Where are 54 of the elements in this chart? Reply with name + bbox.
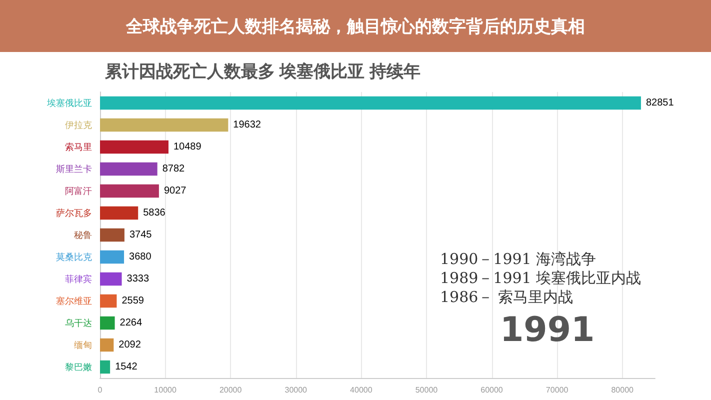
y-tick-label: 秘鲁: [74, 230, 92, 240]
y-tick-label: 埃塞俄比亚: [46, 98, 92, 108]
x-tick-label: 40000: [350, 386, 373, 394]
bar: [100, 140, 168, 154]
bar: [100, 184, 159, 198]
y-tick-label: 乌干达: [65, 318, 92, 328]
chart-title: 累计因战死亡人数最多 埃塞俄比亚 持续年: [104, 62, 420, 81]
y-tick-label: 阿富汗: [65, 186, 92, 196]
bar: [100, 272, 122, 286]
annotation: 1989－1991 埃塞俄比亚内战: [440, 269, 642, 288]
y-tick-label: 索马里: [65, 142, 92, 152]
annotation: 1991: [500, 310, 596, 350]
data-label: 5836: [143, 208, 166, 218]
bar: [100, 96, 641, 110]
data-label: 9027: [164, 186, 187, 196]
bar: [100, 250, 124, 264]
data-label: 1542: [115, 362, 138, 372]
data-label: 2559: [122, 296, 144, 306]
y-tick-label: 菲律宾: [65, 274, 92, 284]
bar: [100, 118, 228, 132]
bar: [100, 338, 114, 352]
x-tick-label: 10000: [154, 386, 177, 394]
x-tick-label: 0: [98, 386, 103, 394]
chart-subtitle: 全球战争死亡人数排名揭秘，触目惊心的数字背后的历史真相: [0, 0, 711, 52]
bar: [100, 206, 138, 220]
y-tick-label: 塞尔维亚: [56, 296, 92, 306]
data-label: 2264: [120, 318, 142, 328]
x-tick-label: 60000: [480, 386, 504, 394]
data-label: 3745: [129, 230, 152, 240]
x-tick-label: 70000: [546, 386, 569, 394]
bar: [100, 294, 117, 308]
data-label: 10489: [173, 142, 202, 152]
annotation: 1990－1991 海湾战争: [440, 250, 598, 269]
data-label: 2092: [118, 340, 142, 350]
bar: [100, 316, 115, 330]
x-tick-label: 20000: [219, 386, 242, 394]
y-tick-label: 斯里兰卡: [56, 164, 92, 174]
y-tick-label: 莫桑比克: [56, 252, 92, 262]
x-tick-label: 80000: [611, 386, 634, 394]
x-tick-label: 50000: [415, 386, 438, 394]
y-tick-label: 黎巴嫩: [65, 362, 92, 372]
bar: [100, 360, 110, 374]
data-label: 3333: [126, 274, 150, 284]
data-label: 3680: [129, 252, 152, 262]
data-label: 19632: [233, 120, 262, 130]
y-tick-label: 伊拉克: [65, 120, 92, 130]
y-tick-label: 缅甸: [74, 340, 92, 350]
y-tick-label: 萨尔瓦多: [56, 208, 92, 218]
data-label: 8782: [162, 164, 186, 174]
data-label: 82851: [646, 98, 674, 108]
bar: [100, 228, 124, 242]
annotation: 1986－ 索马里内战: [440, 288, 574, 307]
x-tick-label: 30000: [284, 386, 308, 394]
bar: [100, 162, 158, 176]
